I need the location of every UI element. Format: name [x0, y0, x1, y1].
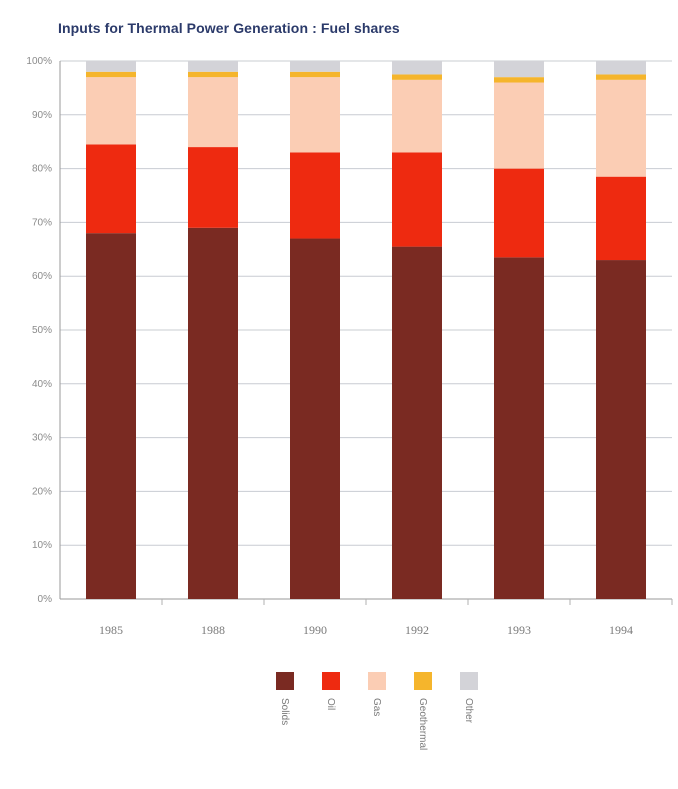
y-tick-label: 80% — [32, 164, 52, 175]
bar-segment-other-1990 — [290, 61, 340, 72]
bar-segment-other-1988 — [188, 61, 238, 72]
bar-segment-geothermal-1993 — [494, 77, 544, 83]
bar-segment-gas-1990 — [290, 77, 340, 153]
legend-item-oil: Oil — [322, 672, 340, 710]
bar-segment-solids-1990 — [290, 238, 340, 600]
y-tick-label: 50% — [32, 325, 52, 336]
bar-segment-geothermal-1994 — [596, 74, 646, 80]
legend-label: Solids — [279, 698, 290, 725]
legend-label: Geothermal — [417, 698, 428, 750]
legend-item-solids: Solids — [276, 672, 294, 725]
legend-item-geothermal: Geothermal — [414, 672, 432, 750]
y-axis-ticks: 0% 10% 20% 30% 40% 50% 60% 70% 80% 90% 100% — [26, 56, 52, 605]
legend-swatch — [414, 672, 432, 690]
x-tick-label: 1992 — [405, 623, 429, 637]
bar-segment-geothermal-1990 — [290, 71, 340, 78]
y-tick-label: 20% — [32, 486, 52, 497]
bar-segment-solids-1993 — [494, 257, 544, 599]
y-tick-label: 60% — [32, 271, 52, 282]
bar-segment-geothermal-1992 — [392, 74, 442, 80]
bar-segment-oil-1985 — [86, 144, 136, 234]
x-tick-label: 1988 — [201, 623, 225, 637]
bar-segment-oil-1994 — [596, 176, 646, 261]
y-tick-label: 10% — [32, 540, 52, 551]
legend-swatch — [322, 672, 340, 690]
x-axis-ticks: 1985 1988 1990 1992 1993 1994 — [99, 599, 673, 637]
x-tick-label: 1985 — [99, 623, 123, 637]
bar-segment-oil-1992 — [392, 152, 442, 247]
bar-segment-oil-1988 — [188, 147, 238, 228]
y-tick-label: 90% — [32, 110, 52, 121]
chart-title: Inputs for Thermal Power Generation : Fu… — [58, 20, 400, 36]
bar-segment-geothermal-1988 — [188, 71, 238, 78]
y-tick-label: 0% — [38, 594, 53, 605]
bar-segment-gas-1988 — [188, 77, 238, 148]
bar-segment-other-1992 — [392, 61, 442, 75]
bar-segment-gas-1985 — [86, 77, 136, 145]
bar-segment-solids-1994 — [596, 260, 646, 599]
legend-label: Other — [463, 698, 474, 724]
bar-segment-solids-1992 — [392, 246, 442, 600]
legend-swatch — [276, 672, 294, 690]
bar-segment-solids-1988 — [188, 227, 238, 599]
y-tick-label: 40% — [32, 379, 52, 390]
legend-item-gas: Gas — [368, 672, 386, 716]
legend-label: Gas — [371, 698, 382, 716]
legend: Solids Oil Gas Geothermal Other — [276, 672, 478, 750]
bar-segment-gas-1992 — [392, 79, 442, 153]
legend-label: Oil — [325, 698, 336, 710]
legend-swatch — [460, 672, 478, 690]
bar-segment-oil-1993 — [494, 168, 544, 258]
bar-segment-other-1993 — [494, 61, 544, 78]
gridlines — [59, 60, 672, 600]
x-tick-label: 1993 — [507, 623, 531, 637]
legend-item-other: Other — [460, 672, 478, 724]
bar-segment-other-1985 — [86, 61, 136, 72]
x-tick-label: 1994 — [609, 623, 633, 637]
bar-segment-geothermal-1985 — [86, 71, 136, 78]
y-tick-label: 70% — [32, 217, 52, 228]
bar-segment-gas-1994 — [596, 79, 646, 177]
bar-segment-oil-1990 — [290, 152, 340, 239]
y-tick-label: 100% — [26, 56, 52, 67]
bar-segment-gas-1993 — [494, 82, 544, 169]
y-tick-label: 30% — [32, 433, 52, 444]
bar-segment-solids-1985 — [86, 233, 136, 599]
bar-segment-other-1994 — [596, 61, 646, 75]
bars — [86, 61, 646, 600]
x-tick-label: 1990 — [303, 623, 327, 637]
legend-swatch — [368, 672, 386, 690]
